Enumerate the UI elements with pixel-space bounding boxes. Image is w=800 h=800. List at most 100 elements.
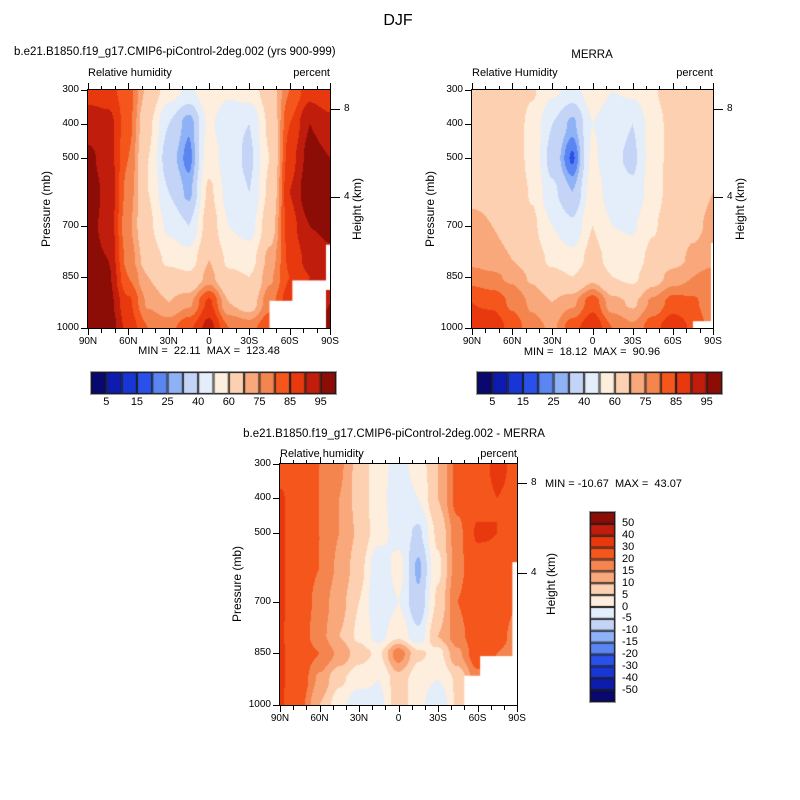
x-tick-label: 30S: [623, 336, 642, 347]
colorbar-tick-label: 40: [192, 396, 205, 408]
x-tick-mark: [398, 457, 400, 463]
pressure-tick-label: 500: [62, 152, 79, 163]
x-tick-mark: [713, 329, 714, 335]
pressure-tick-mark: [81, 158, 87, 159]
x-tick-mark: [438, 706, 439, 712]
colorbar-tick-label: -20: [622, 648, 638, 660]
colorbar-tick-label: 85: [283, 396, 297, 408]
colorbar-tick-label: -5: [622, 612, 632, 625]
colorbar-tick-label: 25: [161, 396, 174, 408]
colorbar-tick-label: 10: [622, 576, 635, 589]
colorbar-tick-label: 40: [622, 529, 635, 542]
x-tick-mark: [155, 85, 157, 89]
x-tick-mark: [101, 329, 103, 333]
x-tick-mark: [114, 85, 116, 89]
pressure-tick-label: 850: [254, 647, 271, 659]
units-label: percent: [676, 67, 713, 79]
x-tick-mark: [477, 457, 479, 463]
colorbar-tick-label: 25: [547, 396, 560, 408]
colorbar-tick-label: 15: [130, 396, 144, 408]
x-tick-mark: [632, 83, 634, 89]
x-tick-mark: [114, 329, 116, 333]
x-tick-mark: [451, 706, 453, 710]
colorbar-tick-label: 15: [622, 564, 635, 577]
pressure-tick-label: 300: [446, 84, 463, 95]
x-tick-mark: [276, 85, 278, 89]
x-tick-mark: [672, 329, 674, 335]
x-tick-mark: [619, 329, 621, 333]
contour-plot-model: [87, 89, 330, 328]
x-tick-mark: [498, 85, 500, 89]
x-tick-mark: [306, 459, 308, 463]
pressure-tick-mark: [81, 124, 87, 125]
x-tick-mark: [646, 85, 648, 89]
x-tick-mark: [235, 85, 237, 89]
x-tick-mark: [398, 706, 400, 712]
colorbar-tick-label: -40: [622, 671, 638, 684]
minmax-stats-diff: MIN = -10.67 MAX = 43.07: [545, 478, 682, 490]
x-tick-mark: [168, 329, 170, 335]
x-tick-mark: [332, 459, 334, 463]
height-axis-label: Height (km): [544, 552, 558, 616]
axis-header-model: Relative humidity percent: [88, 67, 330, 79]
colorbar-tick-label: 5: [622, 588, 629, 601]
pressure-tick-mark: [273, 653, 279, 655]
height-tick-label: 4: [531, 566, 537, 578]
x-tick-mark: [464, 459, 466, 463]
x-tick-label: 30S: [429, 713, 447, 724]
x-tick-mark: [155, 329, 157, 333]
x-tick-mark: [485, 85, 487, 89]
x-tick-mark: [477, 706, 479, 712]
x-tick-label: 30N: [159, 336, 178, 347]
pressure-tick-mark: [465, 90, 471, 91]
x-tick-mark: [552, 83, 554, 89]
pressure-tick-label: 400: [62, 118, 79, 129]
height-axis-label: Height (km): [350, 177, 364, 241]
x-tick-mark: [306, 706, 308, 710]
season-title: DJF: [383, 12, 413, 29]
pressure-tick-mark: [273, 601, 279, 603]
plot-frame-diff: [278, 462, 518, 706]
x-tick-mark: [280, 457, 281, 463]
height-tick-mark: [331, 197, 340, 199]
x-tick-label: 90N: [462, 336, 482, 347]
x-tick-mark: [605, 329, 607, 333]
pressure-tick-mark: [81, 90, 87, 91]
x-tick-mark: [525, 329, 527, 333]
pressure-tick-label: 1000: [248, 699, 271, 710]
x-tick-mark: [646, 329, 648, 333]
pressure-tick-mark: [273, 705, 279, 706]
x-tick-mark: [222, 85, 224, 89]
x-tick-mark: [128, 329, 130, 335]
x-tick-mark: [538, 329, 540, 333]
x-tick-mark: [222, 329, 224, 333]
pressure-tick-label: 500: [254, 526, 271, 538]
x-tick-mark: [464, 706, 466, 710]
x-tick-mark: [330, 83, 331, 89]
x-tick-mark: [686, 85, 688, 89]
colorbar-tick-label: 95: [314, 396, 327, 408]
height-tick-mark: [331, 109, 340, 111]
colorbar-tick-label: -50: [622, 683, 638, 696]
pressure-tick-label: 850: [446, 271, 463, 282]
x-tick-mark: [359, 457, 360, 463]
x-tick-mark: [209, 329, 210, 335]
pressure-tick-mark: [465, 277, 471, 278]
x-tick-mark: [289, 329, 291, 335]
pressure-tick-mark: [273, 464, 279, 465]
x-tick-mark: [451, 459, 453, 463]
pressure-tick-mark: [465, 226, 471, 227]
pressure-tick-label: 1000: [56, 322, 79, 333]
x-tick-mark: [411, 459, 413, 463]
x-tick-mark: [319, 457, 321, 463]
x-tick-mark: [699, 329, 701, 333]
x-tick-mark: [249, 329, 251, 335]
colorbar-tick-label: 0: [622, 600, 629, 613]
x-tick-mark: [565, 329, 567, 333]
x-tick-mark: [699, 85, 701, 89]
pressure-tick-mark: [81, 277, 87, 278]
panel-title-merra: MERRA: [571, 49, 613, 61]
x-tick-mark: [579, 329, 581, 333]
x-tick-mark: [293, 459, 295, 463]
